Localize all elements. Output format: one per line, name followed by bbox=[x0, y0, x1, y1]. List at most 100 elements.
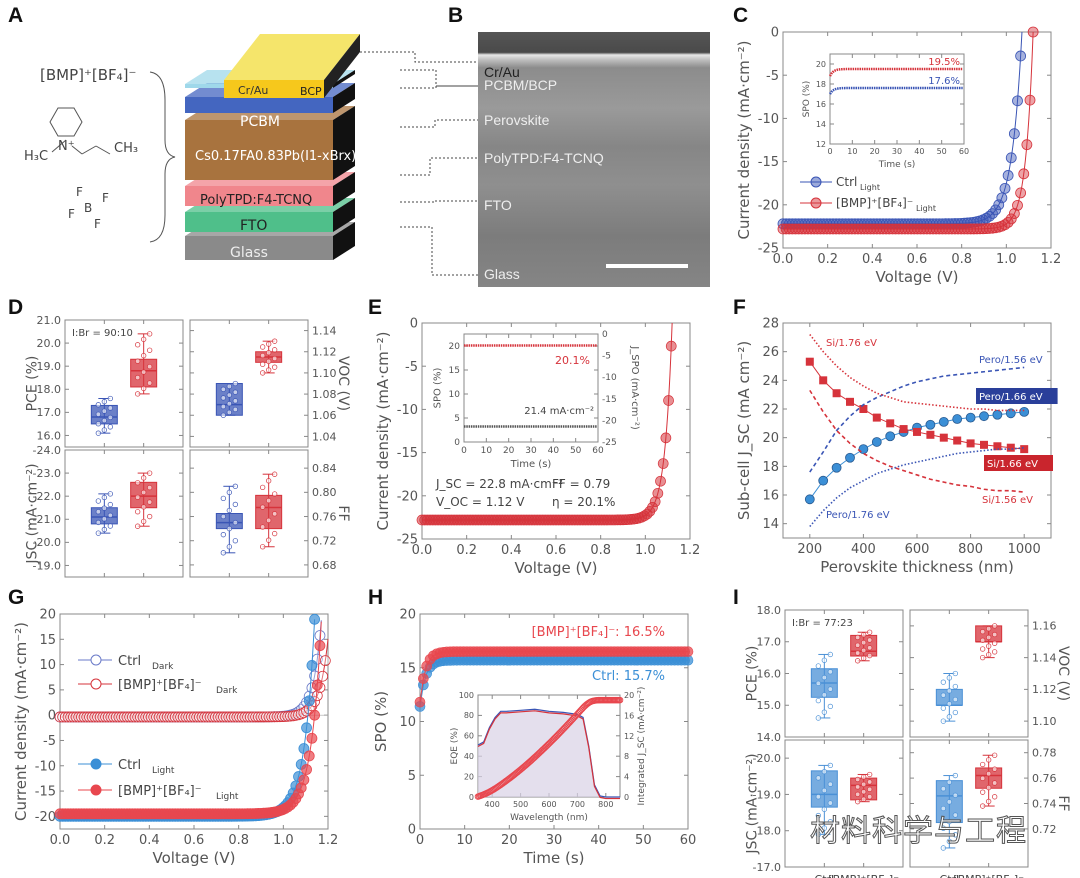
f-data-point-si bbox=[1006, 443, 1015, 452]
h-inset-integrated-point bbox=[546, 739, 553, 747]
g-ytick-label: 20 bbox=[39, 608, 56, 623]
layer-label-fto: FTO bbox=[240, 218, 267, 234]
e-annotation-voc: V_OC = 1.12 V bbox=[436, 495, 525, 509]
svgI-annotation: I:Br = 77:23 bbox=[792, 618, 853, 629]
box-data-point bbox=[272, 347, 278, 353]
box-data-point bbox=[855, 634, 861, 641]
f-xtick-label: 600 bbox=[905, 542, 930, 557]
svgI-sub0-ytick-label: 15.0 bbox=[757, 699, 782, 712]
box-data-point bbox=[952, 832, 958, 838]
c-data-point bbox=[1024, 94, 1036, 106]
box-data-point bbox=[821, 769, 827, 775]
c-data-point bbox=[893, 223, 905, 235]
svgD-sub2-ytick-label: -24.0 bbox=[33, 444, 61, 457]
svgD-sub2-ytick-label: -22.0 bbox=[33, 490, 61, 503]
h-inset-xlabel: Wavelength (nm) bbox=[510, 813, 588, 823]
box-data-point bbox=[220, 395, 226, 401]
box-data-point bbox=[147, 363, 153, 370]
box-data-point bbox=[135, 509, 141, 515]
h-xtick-label: 10 bbox=[456, 833, 473, 848]
e-data-point bbox=[663, 395, 674, 406]
c-legend-marker-ctrl bbox=[810, 176, 822, 188]
f-series-label: Si/1.76 eV bbox=[826, 338, 877, 349]
f-data-point-si bbox=[939, 433, 948, 442]
c-data-point bbox=[946, 223, 958, 235]
h-inset-integrated-point bbox=[540, 745, 548, 752]
c-inset-ytick-label: 20 bbox=[816, 60, 826, 69]
svgD-sub3-ylabel: FF bbox=[335, 505, 351, 521]
panel-label-h: H bbox=[368, 586, 384, 609]
box-data-point bbox=[855, 650, 861, 656]
box-data-point bbox=[135, 342, 141, 348]
g-xlabel: Voltage (V) bbox=[153, 849, 236, 867]
box-data-point bbox=[940, 805, 946, 812]
box-data-point bbox=[135, 523, 141, 529]
box-data-point bbox=[135, 358, 141, 364]
box-category-label: Ctrl bbox=[815, 873, 835, 878]
box-data-point bbox=[855, 776, 861, 783]
box-data-point bbox=[855, 784, 861, 790]
svgD-sub1-ytick-label: 1.10 bbox=[312, 367, 337, 380]
c-xtick-label: 0.0 bbox=[773, 252, 794, 267]
g-legend-sub: Dark bbox=[216, 686, 238, 696]
g-legend-marker bbox=[90, 784, 102, 796]
h-inset-integrated-point bbox=[541, 744, 549, 751]
c-data-point bbox=[880, 223, 892, 235]
svgD-sub1-ytick-label: 1.14 bbox=[312, 324, 337, 337]
svgD-sub2-ytick-label: -20.0 bbox=[33, 536, 61, 549]
h-inset-eqe-bmp bbox=[477, 710, 620, 800]
e-annotation-eta: η = 20.1% bbox=[552, 495, 615, 509]
panel-label-b: B bbox=[448, 4, 464, 27]
f-series-si-1-66-ev bbox=[809, 361, 1025, 450]
box-data-point bbox=[220, 550, 226, 556]
h-inset-integrated-point bbox=[579, 705, 586, 712]
h-xlabel: Time (s) bbox=[523, 849, 585, 867]
box-data-point bbox=[952, 812, 958, 818]
box-data-point bbox=[147, 347, 153, 353]
f-xtick-label: 200 bbox=[797, 542, 822, 557]
c-data-point bbox=[858, 223, 870, 235]
e-inset-jspo-label: 21.4 mA·cm⁻² bbox=[524, 406, 594, 417]
f-series-pero-1-76-ev bbox=[809, 446, 1025, 528]
e-inset-xtick-label: 40 bbox=[548, 446, 560, 456]
box-data-point bbox=[107, 405, 113, 411]
c-data-point bbox=[930, 223, 942, 235]
e-ytick-label: -25 bbox=[397, 533, 418, 548]
g-ytick-label: 15 bbox=[39, 633, 56, 648]
c-data-point bbox=[837, 223, 848, 235]
box-data-point bbox=[95, 498, 101, 504]
g-legend-sub: Dark bbox=[152, 662, 174, 672]
e-inset-y2tick-label: 0 bbox=[602, 330, 608, 340]
box-data-point bbox=[815, 812, 821, 819]
c-data-point bbox=[955, 223, 967, 235]
panel-label-a: A bbox=[8, 4, 24, 27]
c-data-point bbox=[793, 223, 805, 235]
c-ytick-label: -25 bbox=[758, 242, 779, 257]
box-data-point bbox=[986, 652, 992, 658]
box-data-point bbox=[260, 484, 266, 491]
leader-line bbox=[400, 69, 478, 87]
f-data-point-si bbox=[846, 397, 854, 406]
box-data-point bbox=[946, 779, 952, 785]
e-xlabel: Voltage (V) bbox=[515, 559, 598, 577]
c-legend-label-bmp: [BMP]⁺[BF₄]⁻ bbox=[836, 196, 913, 210]
h-inset-xtick-label: 800 bbox=[598, 800, 613, 809]
c-data-point bbox=[999, 182, 1011, 194]
c-data-point bbox=[896, 223, 908, 235]
box-data-point bbox=[992, 752, 998, 758]
box-data-point bbox=[946, 838, 952, 845]
c-data-point bbox=[1008, 208, 1020, 219]
box-data-point bbox=[260, 504, 266, 510]
box-data-point bbox=[980, 761, 986, 768]
box-data-point bbox=[815, 775, 821, 781]
f-data-point-si bbox=[819, 376, 828, 385]
box-data-point bbox=[107, 395, 113, 402]
c-data-point bbox=[927, 223, 939, 235]
h-inset-integrated-point bbox=[536, 749, 543, 757]
box-data-point bbox=[266, 341, 272, 347]
h-inset-integrated-point bbox=[545, 740, 552, 748]
c-data-point bbox=[993, 199, 1005, 211]
g-legend-marker bbox=[90, 654, 102, 666]
box-data-point bbox=[95, 402, 101, 408]
e-ytick-label: -10 bbox=[397, 403, 418, 418]
